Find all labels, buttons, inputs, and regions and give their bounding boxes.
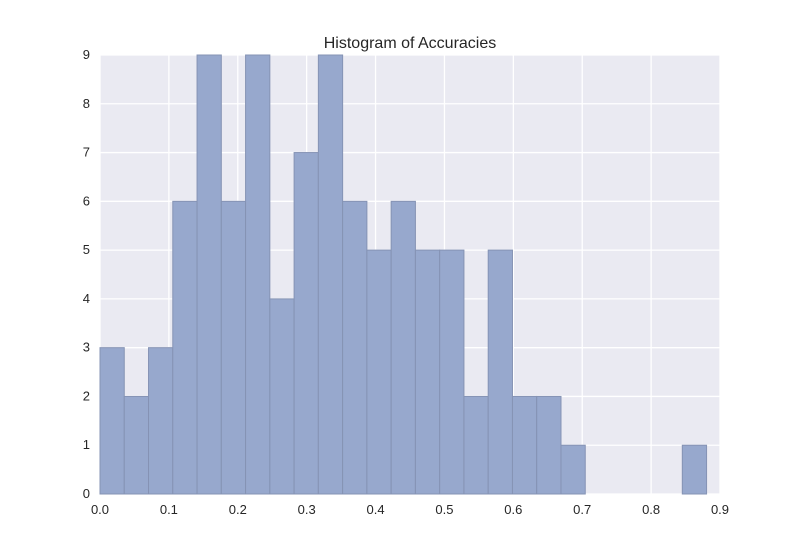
histogram-bar: [511, 395, 538, 495]
y-tick-label: 0: [83, 486, 90, 501]
chart-title: Histogram of Accuracies: [324, 35, 497, 52]
x-tick-label: 0.0: [91, 502, 109, 517]
x-tick-label: 0.6: [504, 502, 522, 517]
x-tick-label: 0.8: [642, 502, 660, 517]
x-tick-label: 0.3: [298, 502, 316, 517]
y-tick-label: 1: [83, 437, 90, 452]
histogram-bar: [293, 152, 319, 495]
histogram-bar: [366, 249, 392, 495]
x-tick-label: 0.9: [711, 502, 729, 517]
y-tick-label: 2: [83, 388, 90, 403]
histogram-bar: [196, 54, 222, 495]
histogram-bar: [414, 249, 441, 495]
histogram-bar: [536, 395, 562, 495]
y-tick-label: 3: [83, 340, 90, 355]
x-tick-label: 0.2: [229, 502, 247, 517]
x-tick-label: 0.7: [573, 502, 591, 517]
y-tick-label: 5: [83, 242, 90, 257]
x-tick-label: 0.5: [435, 502, 453, 517]
histogram-bar: [560, 444, 586, 495]
histogram-bar: [439, 249, 465, 495]
histogram-bar: [342, 200, 368, 495]
histogram-bar: [317, 54, 344, 495]
histogram-bar: [220, 200, 247, 495]
x-axis-ticks: 0.0 0.1 0.2 0.3 0.4 0.5 0.6 0.7 0.8 0.9: [91, 502, 729, 517]
histogram-bar: [269, 298, 295, 495]
histogram-bar: [390, 200, 416, 495]
histogram-bar: [487, 249, 513, 495]
y-tick-label: 6: [83, 193, 90, 208]
x-tick-label: 0.4: [367, 502, 385, 517]
y-tick-label: 8: [83, 96, 90, 111]
y-axis-ticks: 0 1 2 3 4 5 6 7 8 9: [83, 47, 90, 501]
histogram-bar: [463, 395, 489, 495]
histogram-bar: [99, 347, 125, 495]
histogram-bar: [245, 54, 271, 495]
x-tick-label: 0.1: [160, 502, 178, 517]
y-tick-label: 9: [83, 47, 90, 62]
histogram-bar: [681, 444, 708, 495]
y-tick-label: 7: [83, 145, 90, 160]
histogram-bar: [148, 347, 174, 495]
bars: [99, 54, 708, 495]
histogram-bar: [123, 395, 150, 495]
histogram-bar: [172, 200, 198, 495]
y-tick-label: 4: [83, 291, 90, 306]
